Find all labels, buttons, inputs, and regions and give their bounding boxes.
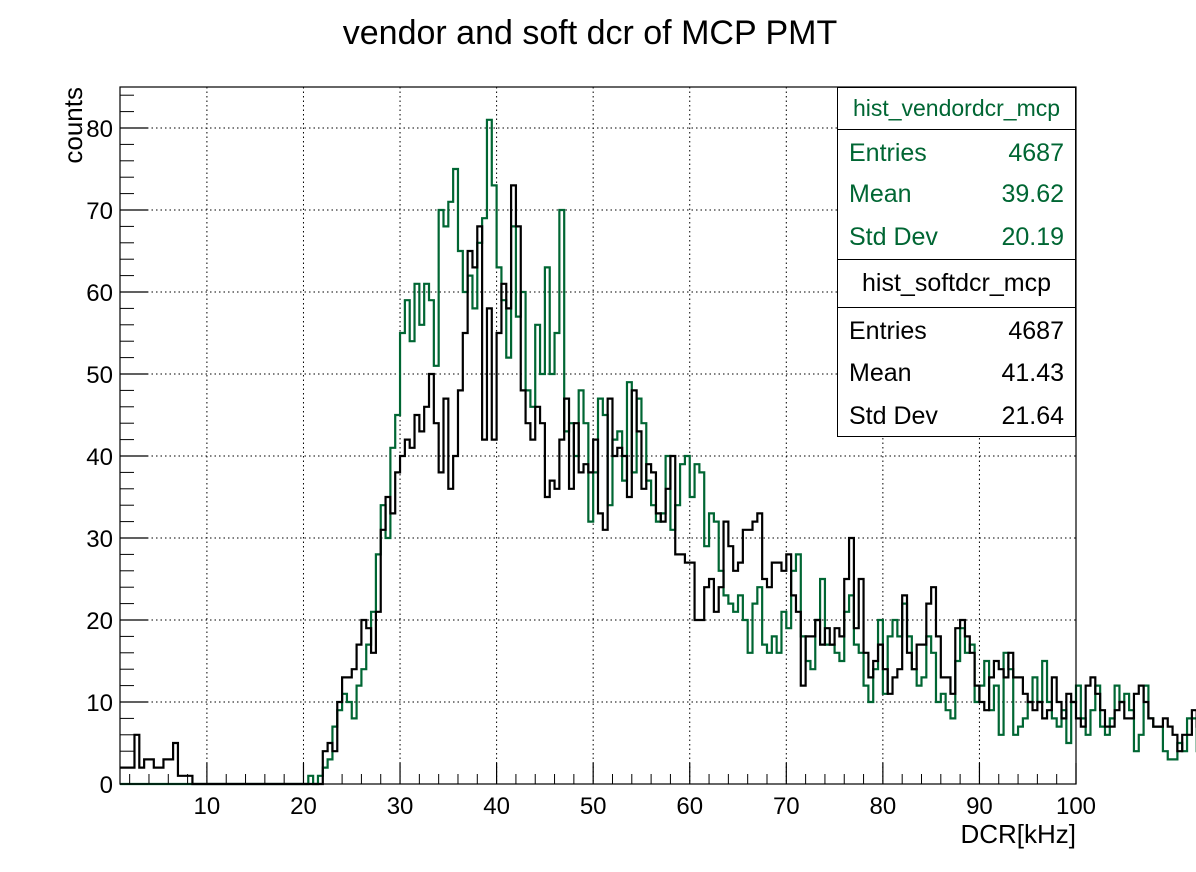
stats-mean-value: 41.43 bbox=[1001, 359, 1064, 387]
stats-box-soft: hist_softdcr_mcp Entries 4687 Mean 41.43… bbox=[837, 259, 1076, 437]
y-tick-label: 80 bbox=[86, 116, 113, 143]
x-tick-label: 60 bbox=[676, 793, 703, 820]
stats-box-vendor: hist_vendordcr_mcp Entries 4687 Mean 39.… bbox=[837, 87, 1076, 260]
stats-title-soft: hist_softdcr_mcp bbox=[838, 260, 1075, 308]
series-layer bbox=[120, 118, 1196, 786]
x-tick-label: 40 bbox=[483, 793, 510, 820]
x-tick-label: 20 bbox=[290, 793, 317, 820]
x-tick-label: 90 bbox=[966, 793, 993, 820]
histogram-series-soft bbox=[120, 184, 1196, 786]
y-tick-label: 40 bbox=[86, 444, 113, 471]
x-tick-label: 80 bbox=[870, 793, 897, 820]
x-tick-label: 30 bbox=[387, 793, 414, 820]
y-tick-label: 0 bbox=[100, 772, 113, 799]
y-tick-label: 10 bbox=[86, 690, 113, 717]
stats-entries-label: Entries bbox=[849, 317, 927, 345]
y-tick-label: 50 bbox=[86, 362, 113, 389]
stats-mean-value: 39.62 bbox=[1001, 180, 1064, 208]
y-axis-label: counts bbox=[58, 87, 88, 164]
stats-entries-value: 4687 bbox=[1008, 139, 1064, 167]
chart-title: vendor and soft dcr of MCP PMT bbox=[343, 14, 837, 52]
plot-frame bbox=[119, 86, 1077, 785]
y-tick-label: 60 bbox=[86, 280, 113, 307]
stats-entries-label: Entries bbox=[849, 139, 927, 167]
stats-title-vendor: hist_vendordcr_mcp bbox=[838, 88, 1075, 130]
stats-std-value: 21.64 bbox=[1001, 402, 1064, 430]
stats-entries-value: 4687 bbox=[1008, 317, 1064, 345]
y-tick-label: 20 bbox=[86, 608, 113, 635]
axis-ticks: 10 20 30 40 50 60 70 80 90 100 0 10 20 30 40 50 60 70 80 bbox=[86, 94, 1096, 820]
histogram-series-vendor bbox=[120, 118, 1196, 786]
stats-mean-label: Mean bbox=[849, 359, 912, 387]
x-tick-label: 70 bbox=[773, 793, 800, 820]
x-axis-label: DCR[kHz] bbox=[960, 819, 1076, 849]
stats-std-label: Std Dev bbox=[849, 223, 938, 251]
y-tick-label: 70 bbox=[86, 198, 113, 225]
stats-std-value: 20.19 bbox=[1001, 223, 1064, 251]
y-tick-label: 30 bbox=[86, 526, 113, 553]
stats-mean-label: Mean bbox=[849, 180, 912, 208]
stats-std-label: Std Dev bbox=[849, 402, 938, 430]
x-tick-label: 100 bbox=[1056, 793, 1096, 820]
x-tick-label: 50 bbox=[580, 793, 607, 820]
x-tick-label: 10 bbox=[194, 793, 221, 820]
